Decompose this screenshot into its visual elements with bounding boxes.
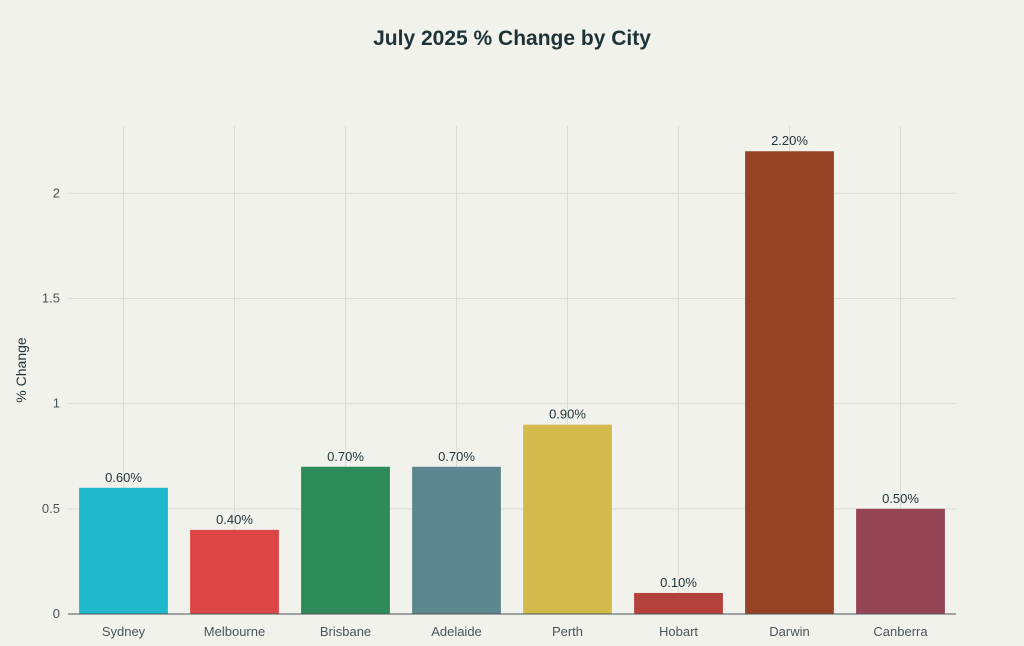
bar-brisbane [301, 466, 390, 614]
y-tick-label: 1.5 [42, 290, 60, 305]
bar-value-label: 0.40% [216, 512, 253, 527]
y-tick-label: 1 [53, 396, 60, 411]
x-tick-label: Perth [552, 624, 583, 639]
bar-darwin [745, 151, 834, 614]
bar-hobart [634, 592, 723, 614]
y-tick-label: 2 [53, 185, 60, 200]
bar-value-label: 0.50% [882, 491, 919, 506]
x-tick-label: Hobart [659, 624, 698, 639]
bar-canberra [856, 508, 945, 614]
bar-adelaide [412, 466, 501, 614]
x-tick-label: Melbourne [204, 624, 265, 639]
bar-perth [523, 424, 612, 614]
bar-value-label: 0.70% [327, 449, 364, 464]
bar-value-label: 0.90% [549, 407, 586, 422]
x-tick-label: Sydney [102, 624, 146, 639]
y-tick-label: 0 [53, 606, 60, 621]
x-tick-label: Darwin [769, 624, 809, 639]
x-tick-label: Canberra [873, 624, 928, 639]
bar-value-label: 0.70% [438, 449, 475, 464]
x-tick-label: Brisbane [320, 624, 371, 639]
bar-value-label: 0.10% [660, 575, 697, 590]
chart-title: July 2025 % Change by City [373, 27, 651, 50]
bar-value-label: 0.60% [105, 470, 142, 485]
y-tick-label: 0.5 [42, 501, 60, 516]
bar-value-label: 2.20% [771, 133, 808, 148]
bar-sydney [79, 487, 168, 614]
bar-melbourne [190, 529, 279, 614]
x-tick-label: Adelaide [431, 624, 482, 639]
